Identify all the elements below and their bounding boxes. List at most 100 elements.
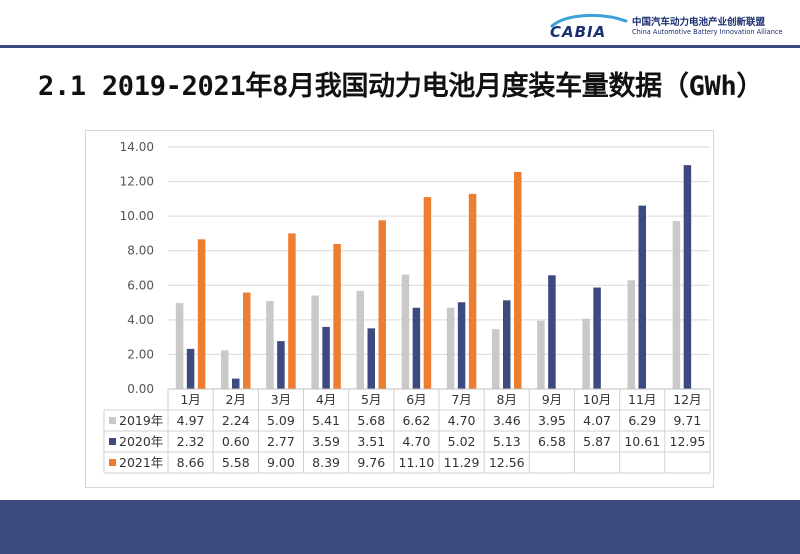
data-table-value: 6.58 xyxy=(538,434,566,449)
data-table-value: 8.66 xyxy=(177,455,205,470)
y-tick-label: 12.00 xyxy=(120,175,154,189)
x-category-label: 9月 xyxy=(542,392,562,407)
cabia-logo: CABIA xyxy=(550,13,628,41)
y-tick-label: 10.00 xyxy=(120,209,154,223)
data-table-value: 3.46 xyxy=(493,413,521,428)
data-table-value: 5.13 xyxy=(493,434,521,449)
x-category-label: 2月 xyxy=(226,392,246,407)
data-table-value: 5.68 xyxy=(357,413,385,428)
bar xyxy=(232,378,240,389)
data-table-value: 10.61 xyxy=(624,434,660,449)
bar xyxy=(593,287,601,389)
x-category-label: 1月 xyxy=(180,392,200,407)
data-table-value: 11.29 xyxy=(444,455,480,470)
data-table-value: 9.76 xyxy=(357,455,385,470)
y-tick-label: 0.00 xyxy=(127,382,154,396)
data-table-value: 3.95 xyxy=(538,413,566,428)
bar xyxy=(333,243,341,389)
x-category-label: 3月 xyxy=(271,392,291,407)
legend-label: 2019年 xyxy=(119,413,163,428)
bar xyxy=(412,307,421,389)
data-table-value: 0.60 xyxy=(222,434,250,449)
legend-swatch xyxy=(109,438,116,445)
x-category-label: 11月 xyxy=(628,392,656,407)
bar xyxy=(356,290,364,389)
data-table-value: 2.24 xyxy=(222,413,250,428)
data-table-value: 5.09 xyxy=(267,413,295,428)
footer-band xyxy=(0,500,800,554)
bar xyxy=(322,326,330,389)
data-table-value: 12.95 xyxy=(670,434,706,449)
x-category-label: 4月 xyxy=(316,392,336,407)
data-table-value: 2.32 xyxy=(177,434,205,449)
bar xyxy=(266,301,274,389)
x-category-label: 12月 xyxy=(673,392,701,407)
data-table-value: 6.29 xyxy=(628,413,656,428)
legend-swatch xyxy=(109,459,116,466)
bar xyxy=(672,221,681,389)
x-category-label: 5月 xyxy=(361,392,381,407)
data-table-value: 4.07 xyxy=(583,413,611,428)
data-table-value: 6.62 xyxy=(402,413,430,428)
legend-swatch xyxy=(109,417,116,424)
bar xyxy=(638,205,646,389)
bar-chart: 0.00 2.00 4.00 6.00 8.00 10.00 12.00 14.00 1月 2月 3… xyxy=(103,140,711,474)
legend-label: 2020年 xyxy=(119,434,163,449)
bar xyxy=(683,165,692,389)
data-table-value: 9.71 xyxy=(673,413,701,428)
y-tick-label: 8.00 xyxy=(127,244,154,258)
bar xyxy=(627,280,635,389)
bar xyxy=(423,197,432,389)
bar xyxy=(401,274,410,389)
x-category-label: 10月 xyxy=(583,392,611,407)
bar xyxy=(548,275,556,389)
bar xyxy=(446,307,455,389)
legend-label: 2021年 xyxy=(119,455,163,470)
data-table-value: 5.87 xyxy=(583,434,611,449)
bar xyxy=(492,329,500,389)
y-tick-label: 14.00 xyxy=(120,140,154,154)
bar xyxy=(221,350,229,389)
data-table-value: 12.56 xyxy=(489,455,525,470)
bar xyxy=(468,193,477,389)
data-table-value: 4.70 xyxy=(402,434,430,449)
y-tick-label: 4.00 xyxy=(127,313,154,327)
logo-mark: CABIA xyxy=(550,23,606,41)
bar xyxy=(243,292,251,389)
bar xyxy=(378,220,386,389)
bar xyxy=(311,295,319,389)
x-category-label: 6月 xyxy=(406,392,426,407)
bar xyxy=(175,303,184,389)
data-table-value: 5.02 xyxy=(448,434,476,449)
bar xyxy=(503,300,511,389)
bar xyxy=(457,302,466,389)
x-category-label: 7月 xyxy=(451,392,471,407)
y-tick-label: 6.00 xyxy=(127,278,154,292)
bar xyxy=(277,341,285,389)
data-table-value: 8.39 xyxy=(312,455,340,470)
chart-frame: 0.00 2.00 4.00 6.00 8.00 10.00 12.00 14.00 1月 2月 3… xyxy=(85,130,714,488)
x-category-label: 8月 xyxy=(497,392,517,407)
bar xyxy=(288,233,296,389)
y-tick-label: 2.00 xyxy=(127,347,154,361)
data-table-value: 3.51 xyxy=(357,434,385,449)
slide-title: 2.1 2019-2021年8月我国动力电池月度装车量数据（GWh） xyxy=(38,71,764,102)
data-table-value: 11.10 xyxy=(399,455,435,470)
bar xyxy=(186,348,195,389)
org-name-cn: 中国汽车动力电池产业创新联盟 xyxy=(632,17,766,28)
bar xyxy=(537,320,545,389)
data-table-value: 4.97 xyxy=(177,413,205,428)
bar xyxy=(514,171,522,389)
data-table-value: 5.41 xyxy=(312,413,340,428)
data-table-value: 5.58 xyxy=(222,455,250,470)
bar xyxy=(197,239,206,389)
data-table-value: 9.00 xyxy=(267,455,295,470)
org-name-en: China Automotive Battery Innovation Alli… xyxy=(632,28,783,36)
bar xyxy=(582,318,590,389)
data-table-value: 2.77 xyxy=(267,434,295,449)
data-table-value: 3.59 xyxy=(312,434,340,449)
logo-swoosh-icon xyxy=(550,13,628,28)
data-table-value: 4.70 xyxy=(448,413,476,428)
bar xyxy=(367,328,375,389)
